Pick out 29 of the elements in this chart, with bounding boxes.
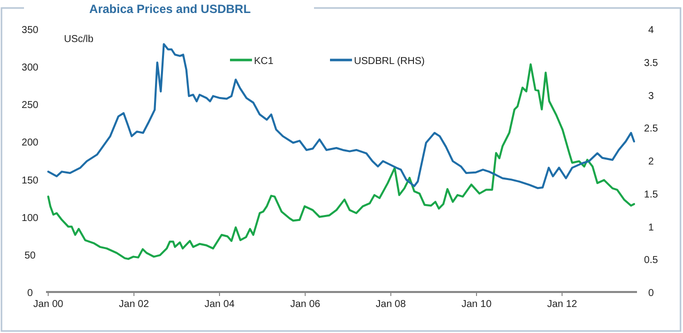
y2-tick-label: 3.5 bbox=[644, 58, 658, 69]
y2-tick-label: 1 bbox=[648, 222, 654, 234]
legend-label: KC1 bbox=[254, 56, 274, 67]
y2-tick-label: 3 bbox=[648, 90, 654, 102]
y-tick-label: 350 bbox=[22, 25, 39, 36]
y2-tick-label: 1.5 bbox=[644, 189, 658, 200]
y-tick-label: 150 bbox=[22, 175, 39, 186]
y-tick-label: 100 bbox=[22, 212, 39, 224]
x-tick-label: Jan 06 bbox=[290, 299, 321, 310]
y2-tick-label: 0.5 bbox=[644, 255, 658, 266]
y-tick-label: 200 bbox=[22, 138, 39, 149]
legend-label: USDBRL (RHS) bbox=[354, 56, 425, 67]
y-tick-label: 250 bbox=[22, 100, 39, 112]
x-tick-label: Jan 10 bbox=[461, 299, 492, 310]
x-tick-label: Jan 00 bbox=[33, 299, 64, 310]
y-axis-title: USc/lb bbox=[64, 34, 94, 45]
x-tick-label: Jan 02 bbox=[118, 299, 150, 310]
x-tick-label: Jan 12 bbox=[547, 299, 578, 310]
x-tick-label: Jan 08 bbox=[376, 299, 406, 310]
y-tick-label: 300 bbox=[22, 62, 39, 74]
y2-tick-label: 2 bbox=[648, 156, 654, 168]
chart-title: Arabica Prices and USDBRL bbox=[89, 2, 251, 16]
y2-tick-label: 4 bbox=[648, 25, 654, 36]
y2-tick-label: 2.5 bbox=[644, 124, 658, 135]
y2-tick-label: 0 bbox=[648, 288, 654, 299]
y-tick-label: 50 bbox=[24, 250, 36, 262]
x-tick-label: Jan 04 bbox=[204, 299, 235, 310]
line-series bbox=[47, 43, 636, 190]
y-tick-label: 0 bbox=[27, 288, 34, 299]
